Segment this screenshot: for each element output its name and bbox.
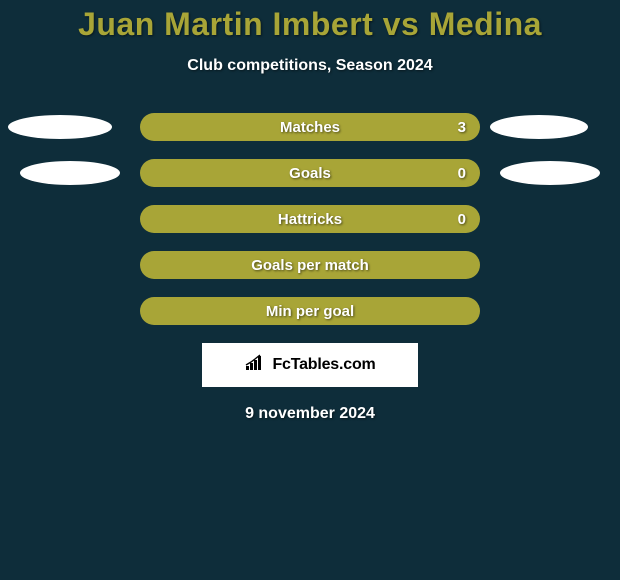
bar-chart-icon [244,354,266,377]
stat-row: Goals per match [0,251,620,279]
stat-value: 3 [458,119,466,136]
stat-row: Goals 0 [0,159,620,187]
stat-value: 0 [458,211,466,228]
stat-rows: Matches 3 Goals 0 Hattricks 0 Goals per … [0,113,620,325]
logo-card: FcTables.com [202,343,418,387]
stat-bar: Goals per match [140,251,480,279]
stat-label: Goals per match [251,257,369,274]
stat-bar: Goals 0 [140,159,480,187]
stat-bar: Hattricks 0 [140,205,480,233]
right-ellipse [500,161,600,185]
logo-text: FcTables.com [272,356,375,374]
stat-row: Hattricks 0 [0,205,620,233]
page-subtitle: Club competitions, Season 2024 [0,57,620,75]
left-ellipse [20,161,120,185]
page-title: Juan Martin Imbert vs Medina [0,0,620,43]
stat-bar: Matches 3 [140,113,480,141]
stat-bar: Min per goal [140,297,480,325]
page-date: 9 november 2024 [0,405,620,423]
stat-label: Min per goal [266,303,354,320]
stat-label: Hattricks [278,211,342,228]
stat-label: Goals [289,165,331,182]
stat-value: 0 [458,165,466,182]
stat-row: Matches 3 [0,113,620,141]
page: Juan Martin Imbert vs Medina Club compet… [0,0,620,580]
left-ellipse [8,115,112,139]
right-ellipse [490,115,588,139]
stat-label: Matches [280,119,340,136]
stat-row: Min per goal [0,297,620,325]
